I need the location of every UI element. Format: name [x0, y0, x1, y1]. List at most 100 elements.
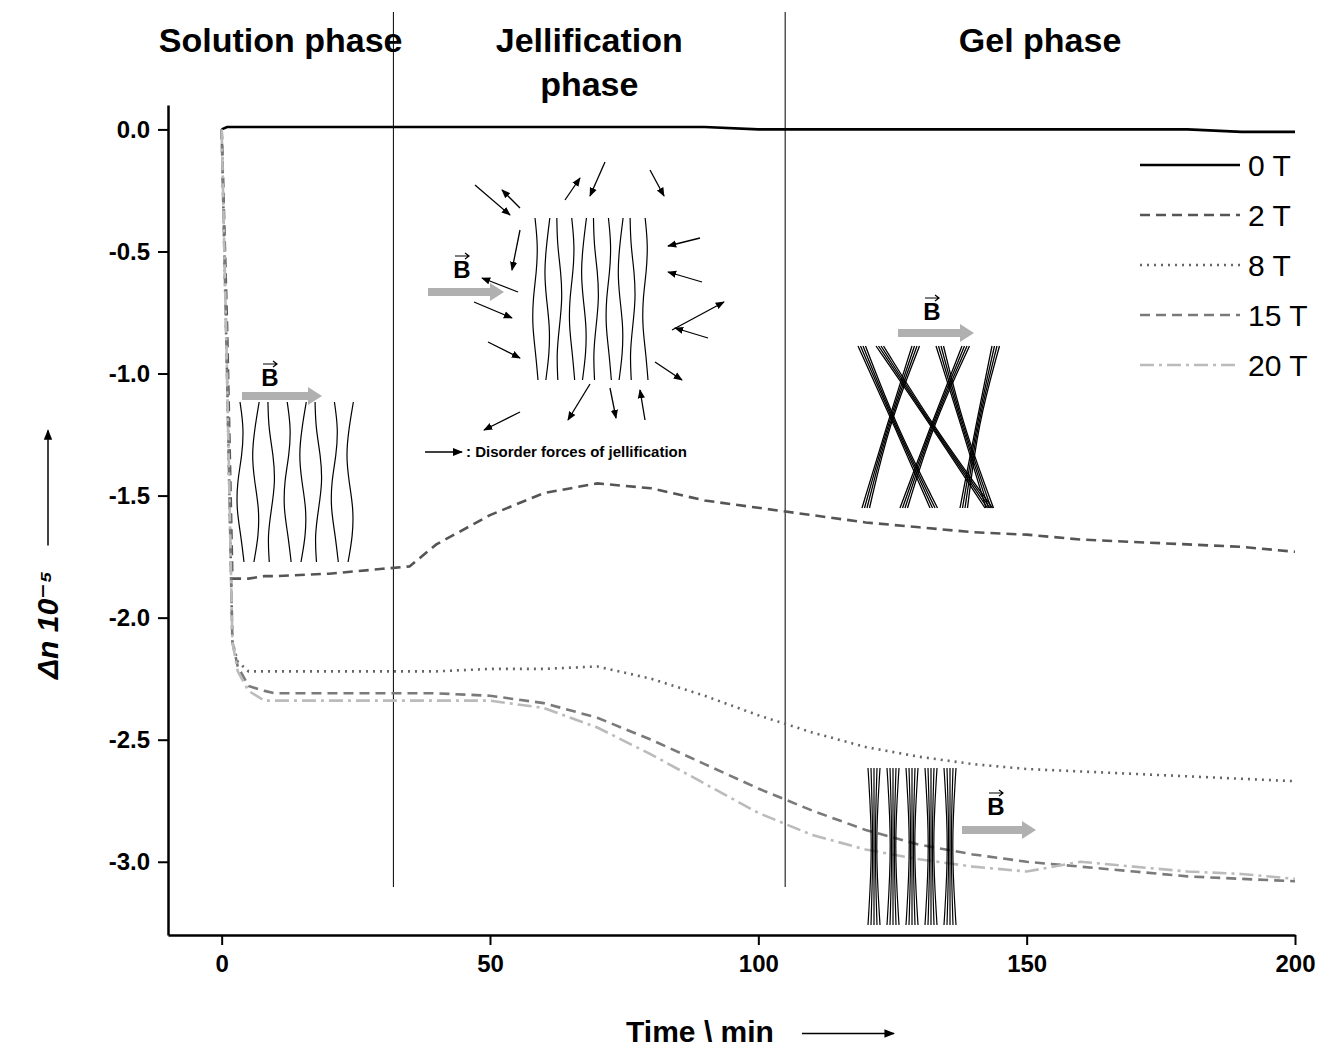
chart: -3.0 -2.5 -2.0 -1.5 -1.0 -0.5 0.0 0 50 100 150 200 T… [0, 0, 1332, 1063]
fiber [884, 346, 993, 508]
y-tick-label: 0.0 [117, 116, 150, 143]
y-tick: -2.0 [109, 604, 168, 631]
y-axis-title: Δn 10⁻⁵ [31, 571, 64, 680]
force-arrow [590, 162, 605, 196]
x-tick-label: 100 [739, 950, 779, 977]
force-arrow [568, 384, 590, 420]
field-arrow [898, 324, 974, 342]
y-tick: -2.5 [109, 726, 168, 753]
fiber [557, 218, 562, 380]
legend-label: 20 T [1248, 349, 1308, 382]
fiber [593, 218, 598, 380]
fiber [906, 768, 909, 925]
legend-swatch [1140, 264, 1240, 267]
force-arrow [640, 390, 645, 420]
y-tick: 0.0 [117, 116, 168, 143]
fiber [862, 346, 912, 508]
fiber [606, 218, 611, 380]
x-tick: 200 [1275, 935, 1315, 977]
x-axis-line [169, 934, 1296, 937]
field-arrow [962, 821, 1036, 839]
legend: 0 T2 T8 T15 T20 T [1140, 149, 1308, 382]
series-line [222, 129, 1295, 781]
x-tick-label: 150 [1007, 950, 1047, 977]
force-arrow [610, 388, 616, 418]
fiber [873, 768, 874, 925]
fiber [533, 218, 538, 380]
fiber [643, 218, 648, 380]
legend-label: 0 T [1248, 149, 1291, 182]
legend-swatch [1140, 164, 1240, 167]
legend-swatch [1140, 314, 1240, 317]
phase-boundary [785, 12, 786, 887]
phase-label-line: phase [540, 65, 638, 103]
fiber [871, 768, 873, 925]
field-label: B [453, 256, 470, 283]
x-tick: 0 [215, 935, 228, 977]
fiber [890, 768, 892, 925]
y-tick: -1.0 [109, 360, 168, 387]
field-arrow [242, 387, 322, 405]
fiber [253, 402, 259, 562]
y-tick: -1.5 [109, 482, 168, 509]
y-tick-mark [158, 617, 168, 619]
force-arrow [675, 328, 708, 338]
force-arrow [488, 342, 520, 358]
vector-sign [925, 295, 939, 301]
phase-label: Gel phase [959, 21, 1122, 59]
x-axis-title: Time \ min [626, 1015, 774, 1048]
fiber [347, 402, 353, 562]
y-tick-label: -2.0 [109, 604, 150, 631]
fiber [630, 218, 635, 380]
fiber [968, 346, 1000, 508]
fiber [930, 768, 931, 925]
legend-label: 15 T [1248, 299, 1308, 332]
x-tick: 50 [477, 935, 504, 977]
series-line [222, 129, 1295, 881]
fiber [925, 768, 928, 925]
field-label: B [923, 298, 940, 325]
fiber [953, 768, 956, 925]
y-tick-label: -0.5 [109, 238, 150, 265]
fiber [928, 768, 930, 925]
vector-sign [989, 790, 1003, 796]
fiber [900, 346, 962, 508]
fiber [908, 346, 970, 508]
force-arrow [475, 185, 510, 215]
fiber [300, 402, 306, 562]
fiber [909, 768, 911, 925]
force-arrow [512, 230, 520, 270]
x-tick-mark [758, 935, 760, 945]
y-tick-mark [158, 861, 168, 863]
y-axis-title-arrow [47, 430, 49, 545]
x-tick-mark [221, 935, 223, 945]
x-tick-label: 50 [477, 950, 504, 977]
x-tick-label: 0 [215, 950, 228, 977]
fiber [896, 768, 899, 925]
x-tick-mark [490, 935, 492, 945]
fiber [268, 402, 274, 562]
y-tick-mark [158, 373, 168, 375]
x-tick-mark [1026, 935, 1028, 945]
vector-sign [263, 361, 277, 367]
x-tick: 100 [739, 935, 779, 977]
y-axis: -3.0 -2.5 -2.0 -1.5 -1.0 -0.5 0.0 [109, 106, 169, 936]
phase-boundary [393, 12, 394, 887]
y-tick: -3.0 [109, 848, 168, 875]
legend-label: 8 T [1248, 249, 1291, 282]
series-line [222, 129, 1295, 578]
force-legend-label: : Disorder forces of jellification [466, 443, 687, 460]
force-arrow [502, 190, 520, 208]
legend-swatch [1140, 214, 1240, 217]
y-tick: -0.5 [109, 238, 168, 265]
x-tick: 150 [1007, 935, 1047, 977]
force-arrow [668, 238, 700, 246]
force-arrow [474, 302, 512, 318]
field-label: B [261, 364, 278, 391]
series-line [222, 129, 1295, 878]
phase-label: Jellification phase [496, 21, 683, 103]
fiber [892, 768, 893, 925]
phase-label-line: Jellification [496, 21, 683, 59]
fiber [582, 218, 587, 380]
force-arrow [668, 272, 702, 282]
